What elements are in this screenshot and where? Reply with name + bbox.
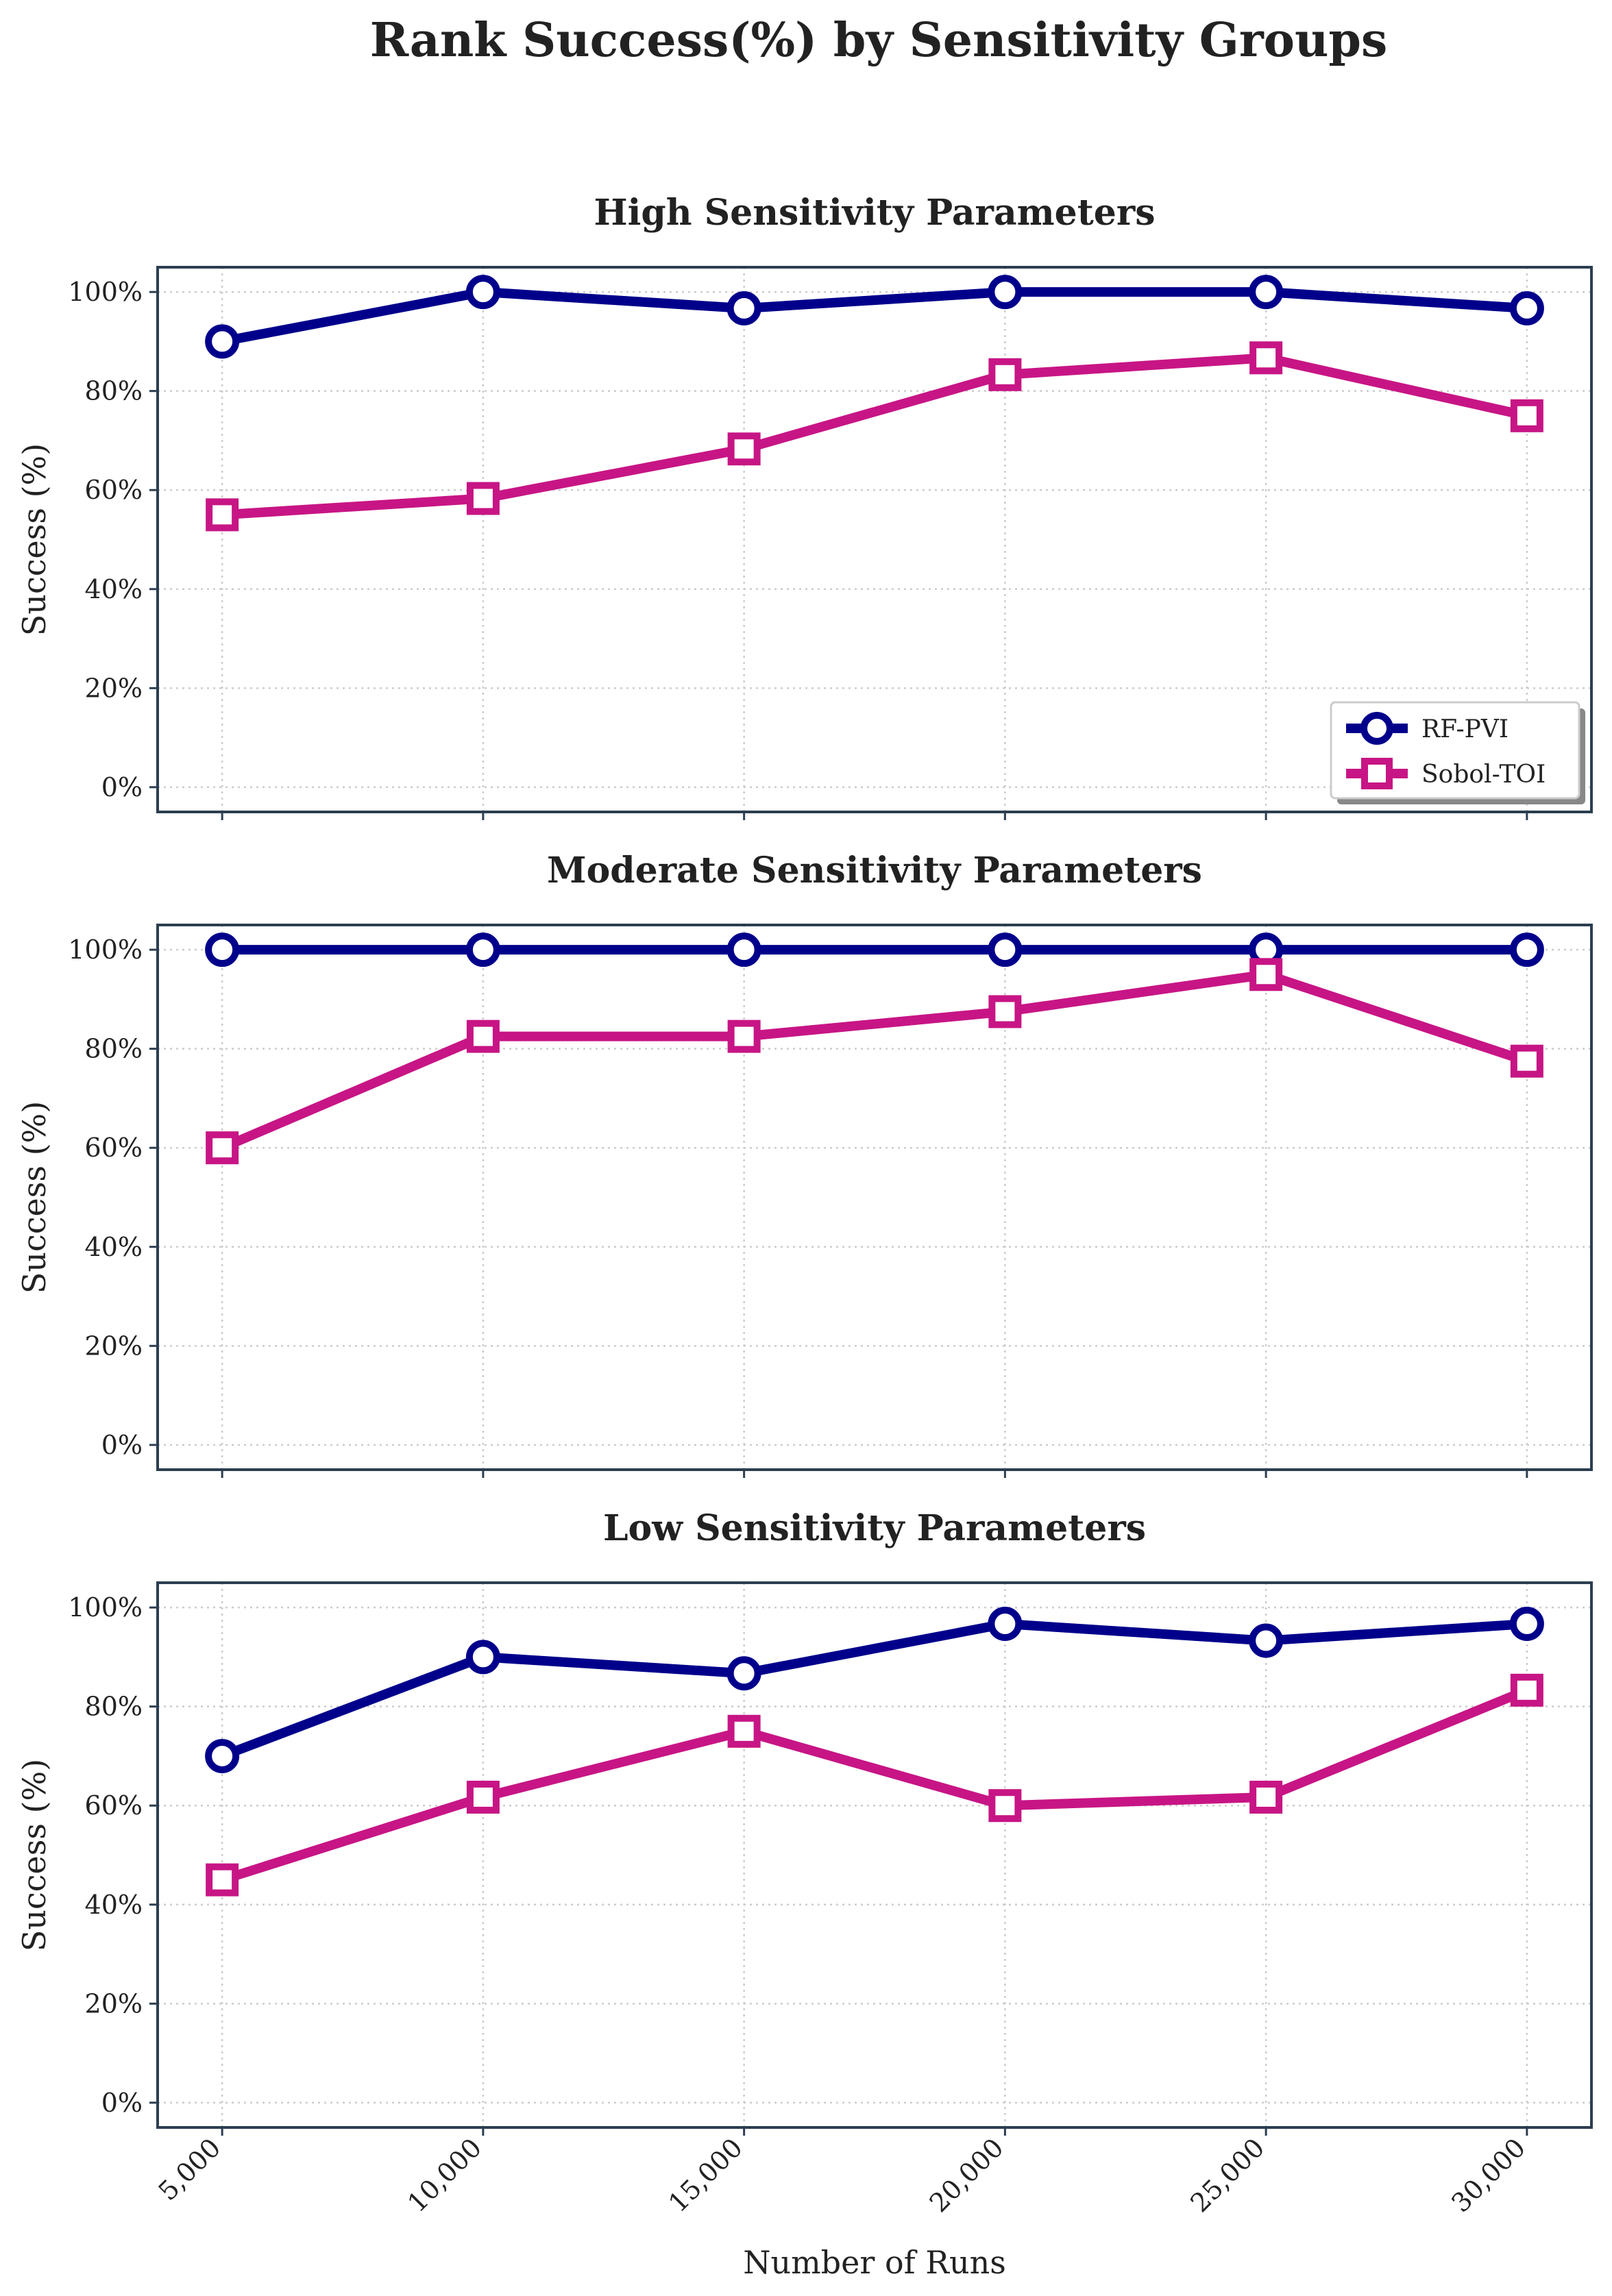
data-point-rf-pvi bbox=[726, 291, 761, 325]
y-tick-label: 40% bbox=[85, 1890, 143, 1920]
y-tick-label: 80% bbox=[85, 1692, 143, 1722]
series-line-sobol-toi bbox=[217, 1685, 1532, 1885]
series-line-sobol-toi bbox=[217, 353, 1532, 520]
data-point-rf-pvi bbox=[1249, 1623, 1284, 1658]
x-tick-label: 30,000 bbox=[1445, 2132, 1531, 2218]
y-axis-label: Success (%) bbox=[16, 1101, 53, 1294]
data-point-sobol-toi bbox=[1249, 1780, 1283, 1814]
plot-frame bbox=[156, 924, 1593, 1471]
y-axis-label: Success (%) bbox=[16, 443, 53, 636]
plot-frame bbox=[156, 266, 1593, 813]
y-tick-label: 40% bbox=[85, 574, 143, 604]
y-tick-label: 60% bbox=[85, 475, 143, 505]
y-tick-label: 0% bbox=[101, 1430, 143, 1460]
panels: High Sensitivity Parameters 0% 20% 40% 60% 80… bbox=[16, 192, 1593, 2281]
data-point-rf-pvi bbox=[465, 1640, 500, 1675]
y-tick-label: 20% bbox=[85, 1331, 143, 1361]
legend-marker bbox=[1360, 712, 1393, 745]
series-line-rf-pvi bbox=[217, 287, 1532, 347]
y-tick-label: 60% bbox=[85, 1790, 143, 1820]
data-point-rf-pvi bbox=[726, 933, 761, 967]
y-tick-label: 100% bbox=[68, 1592, 143, 1622]
data-point-rf-pvi bbox=[726, 1656, 761, 1691]
plot-frame bbox=[156, 1581, 1593, 2129]
series-line-sobol-toi bbox=[217, 970, 1532, 1153]
x-tick-label: 5,000 bbox=[152, 2132, 226, 2206]
data-point-sobol-toi bbox=[988, 1789, 1022, 1823]
data-point-sobol-toi bbox=[727, 432, 761, 466]
panel-2: Moderate Sensitivity Parameters 0% 20% 40% 6… bbox=[16, 850, 1593, 1478]
data-point-sobol-toi bbox=[1510, 1044, 1543, 1078]
data-point-rf-pvi bbox=[465, 275, 500, 310]
data-point-sobol-toi bbox=[206, 1863, 239, 1897]
data-point-sobol-toi bbox=[466, 1780, 500, 1814]
data-point-rf-pvi bbox=[1509, 291, 1544, 325]
data-point-sobol-toi bbox=[206, 498, 239, 532]
panel-3: Low Sensitivity Parameters 0% 20% 40% 60% 80%… bbox=[16, 1507, 1593, 2281]
data-point-sobol-toi bbox=[466, 1020, 500, 1053]
data-point-rf-pvi bbox=[205, 1738, 240, 1773]
y-tick-label: 40% bbox=[85, 1232, 143, 1262]
data-point-rf-pvi bbox=[988, 275, 1023, 310]
y-tick-label: 20% bbox=[85, 1988, 143, 2019]
data-point-rf-pvi bbox=[1509, 1606, 1544, 1641]
data-point-sobol-toi bbox=[1249, 341, 1283, 375]
y-tick-label: 20% bbox=[85, 673, 143, 703]
series-line-rf-pvi bbox=[217, 1618, 1532, 1761]
data-point-rf-pvi bbox=[1249, 275, 1284, 310]
y-tick-label: 60% bbox=[85, 1133, 143, 1163]
figure-title: Rank Success(%) by Sensitivity Groups bbox=[370, 13, 1388, 68]
legend-marker bbox=[1361, 758, 1393, 789]
y-tick-label: 80% bbox=[85, 376, 143, 406]
panel-1: High Sensitivity Parameters 0% 20% 40% 60% 80… bbox=[16, 192, 1593, 820]
panel-title: Moderate Sensitivity Parameters bbox=[547, 850, 1202, 891]
x-tick-label: 20,000 bbox=[924, 2132, 1010, 2218]
legend: RF-PVI Sobol-TOI bbox=[1330, 701, 1585, 804]
data-point-rf-pvi bbox=[465, 933, 500, 967]
y-tick-label: 80% bbox=[85, 1034, 143, 1064]
legend-label: Sobol-TOI bbox=[1421, 761, 1546, 789]
y-tick-label: 0% bbox=[101, 772, 143, 802]
legend-label: RF-PVI bbox=[1421, 715, 1509, 743]
y-tick-label: 100% bbox=[68, 277, 143, 307]
x-tick-label: 25,000 bbox=[1184, 2132, 1270, 2218]
x-tick-label: 10,000 bbox=[402, 2132, 487, 2218]
data-point-sobol-toi bbox=[466, 482, 500, 515]
data-point-sobol-toi bbox=[1510, 1673, 1543, 1707]
data-point-sobol-toi bbox=[1249, 958, 1283, 991]
data-point-sobol-toi bbox=[727, 1714, 761, 1748]
y-axis-label: Success (%) bbox=[16, 1759, 53, 1951]
data-point-sobol-toi bbox=[206, 1131, 239, 1165]
data-point-rf-pvi bbox=[205, 933, 240, 967]
x-axis-label: Number of Runs bbox=[743, 2244, 1006, 2281]
data-point-sobol-toi bbox=[727, 1020, 761, 1053]
data-point-sobol-toi bbox=[988, 995, 1022, 1028]
data-point-rf-pvi bbox=[1509, 933, 1544, 967]
data-point-rf-pvi bbox=[205, 324, 240, 359]
y-tick-label: 100% bbox=[68, 935, 143, 965]
x-tick-label: 15,000 bbox=[663, 2132, 748, 2218]
data-point-sobol-toi bbox=[988, 358, 1022, 391]
y-tick-label: 0% bbox=[101, 2088, 143, 2118]
data-point-rf-pvi bbox=[988, 1606, 1023, 1641]
data-point-rf-pvi bbox=[988, 933, 1023, 967]
data-point-sobol-toi bbox=[1510, 399, 1543, 432]
panel-title: Low Sensitivity Parameters bbox=[603, 1507, 1146, 1549]
panel-title: High Sensitivity Parameters bbox=[594, 192, 1155, 234]
